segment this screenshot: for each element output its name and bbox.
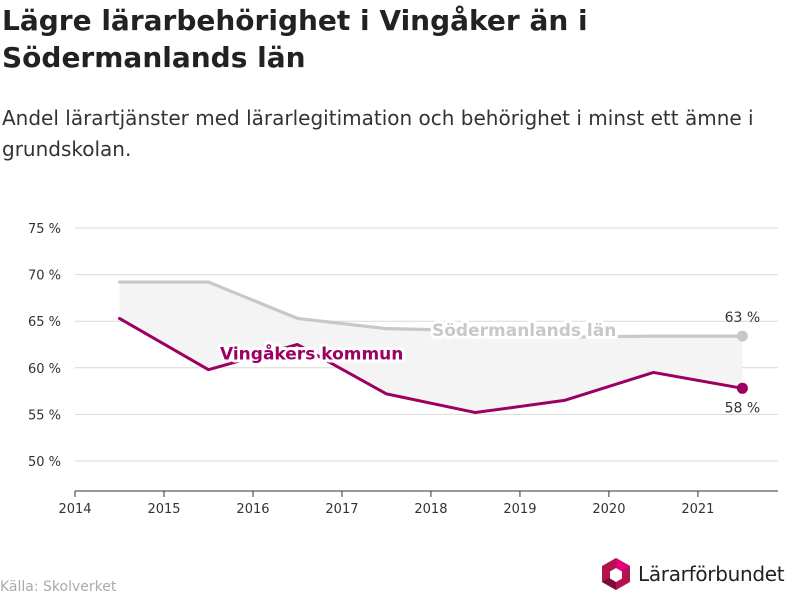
x-tick-label: 2015 [147,502,180,517]
gap-area [119,282,743,413]
x-tick-label: 2020 [592,502,625,517]
brand-name: Lärarförbundet [638,562,785,586]
x-tick-label: 2019 [503,502,536,517]
brand-logo-icon [602,558,630,590]
series-line-lan [117,280,745,339]
x-tick-label: 2021 [681,502,714,517]
end-point-lan [736,330,748,342]
y-tick-label: 70 % [28,269,61,284]
chart-title: Lägre lärarbehörighet i Vingåker än i Sö… [2,4,588,74]
y-tick-label: 65 % [28,315,61,330]
series-label-kommun: Vingåkers kommun [220,343,403,365]
y-tick-label: 55 % [28,408,61,423]
x-tick-label: 2016 [236,502,269,517]
brand-logo: Lärarförbundet [600,556,785,592]
chart-subtitle: Andel lärartjänster med lärarlegitimatio… [2,106,754,161]
series-label-lan: Södermanlands län [432,321,616,341]
end-point-kommun [736,382,748,394]
x-tick-label: 2018 [414,502,447,517]
end-label-lan: 63 % [725,310,761,326]
source-note: Källa: Skolverket [0,579,117,595]
series-line-kommun [117,316,744,415]
end-label-kommun: 58 % [725,400,761,416]
y-tick-label: 50 % [28,455,61,470]
x-tick-label: 2017 [325,502,358,517]
y-tick-label: 75 % [28,222,61,237]
y-tick-label: 60 % [28,362,61,377]
x-tick-label: 2014 [58,502,91,517]
